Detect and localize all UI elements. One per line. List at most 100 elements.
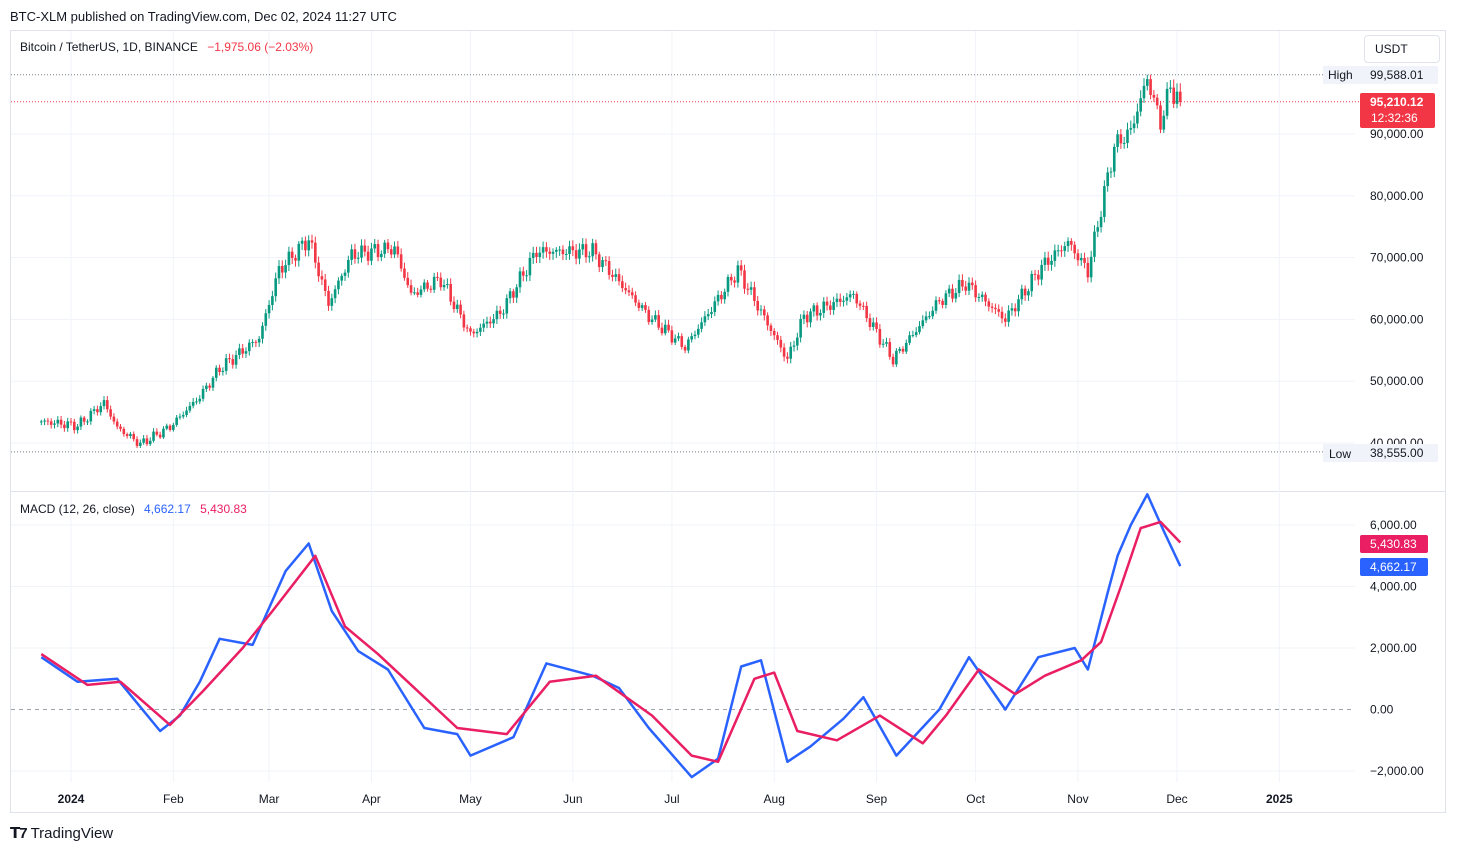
price-change: −1,975.06 (−2.03%) bbox=[207, 40, 314, 54]
candle-body bbox=[977, 297, 981, 299]
candle-body bbox=[271, 296, 274, 305]
macd-legend[interactable]: MACD (12, 26, close) 4,662.17 5,430.83 bbox=[20, 502, 253, 516]
candle-body bbox=[1093, 231, 1096, 257]
candle-body bbox=[1155, 97, 1159, 106]
candle-body bbox=[1152, 94, 1156, 98]
candle-body bbox=[125, 434, 129, 437]
macd-value-tag bbox=[1360, 558, 1428, 576]
candle-body bbox=[548, 251, 552, 254]
candle-body bbox=[1083, 257, 1086, 263]
macd-title: MACD (12, 26, close) bbox=[20, 502, 135, 516]
candle-body bbox=[188, 405, 192, 411]
candle-body bbox=[267, 304, 271, 314]
candle-body bbox=[333, 289, 337, 299]
candle-body bbox=[442, 284, 446, 288]
last-price-value: 95,210.12 bbox=[1370, 95, 1424, 109]
candle-body bbox=[888, 342, 892, 357]
candle-body bbox=[1179, 91, 1182, 102]
candle-body bbox=[720, 294, 723, 300]
candle-body bbox=[683, 346, 687, 351]
candle-body bbox=[766, 315, 769, 326]
candle-body bbox=[591, 243, 594, 257]
candle-body bbox=[69, 421, 73, 423]
candle-body bbox=[393, 246, 396, 255]
candle-body bbox=[763, 309, 766, 316]
candle-body bbox=[1020, 288, 1024, 300]
candle-body bbox=[581, 244, 585, 250]
candle-body bbox=[479, 327, 482, 332]
candle-body bbox=[505, 298, 509, 314]
candle-body bbox=[660, 327, 664, 334]
candle-body bbox=[254, 341, 258, 343]
candle-body bbox=[350, 249, 353, 260]
candle-body bbox=[439, 277, 443, 288]
candle-body bbox=[607, 261, 611, 275]
candle-body bbox=[551, 251, 555, 254]
candle-body bbox=[386, 242, 390, 250]
candle-body bbox=[924, 316, 928, 321]
candle-body bbox=[630, 292, 634, 296]
candle-body bbox=[502, 313, 505, 315]
candle-body bbox=[895, 350, 898, 365]
currency-button[interactable]: USDT bbox=[1364, 35, 1440, 63]
candle-body bbox=[792, 345, 796, 347]
candle-body bbox=[498, 310, 502, 314]
candle-body bbox=[1030, 273, 1034, 292]
candle-body bbox=[347, 259, 350, 273]
candle-body bbox=[604, 260, 608, 262]
candle-body bbox=[729, 276, 733, 281]
candle-body bbox=[488, 321, 492, 324]
candle-body bbox=[310, 240, 314, 243]
candle-body bbox=[726, 276, 730, 292]
candle-body bbox=[1122, 142, 1126, 144]
candle-body bbox=[274, 278, 277, 297]
candle-body bbox=[667, 324, 670, 331]
candle-body bbox=[994, 307, 997, 310]
candle-body bbox=[96, 409, 99, 413]
candle-body bbox=[284, 265, 287, 273]
signal-value-tag bbox=[1360, 535, 1428, 553]
candle-body bbox=[858, 303, 862, 306]
candle-body bbox=[832, 302, 835, 310]
time-axis-label: Oct bbox=[966, 792, 985, 806]
candle-body bbox=[449, 284, 452, 302]
candle-body bbox=[1172, 87, 1175, 104]
candle-body bbox=[1136, 111, 1139, 124]
candle-body bbox=[446, 284, 449, 286]
candle-body bbox=[782, 347, 786, 357]
candle-body bbox=[495, 310, 499, 320]
candle-body bbox=[588, 256, 591, 258]
candle-body bbox=[650, 319, 654, 323]
candle-body bbox=[693, 334, 697, 337]
time-axis-label: Sep bbox=[866, 792, 888, 806]
candle-body bbox=[944, 293, 948, 305]
macd-axis-label: 6,000.00 bbox=[1370, 518, 1417, 532]
candle-body bbox=[654, 315, 657, 320]
candle-body bbox=[86, 421, 89, 423]
candle-body bbox=[79, 417, 83, 427]
candle-body bbox=[739, 265, 743, 271]
price-axis-label: 60,000.00 bbox=[1370, 312, 1424, 326]
candle-body bbox=[290, 251, 294, 258]
candle-body bbox=[1162, 115, 1166, 130]
macd-axis-label: −2,000.00 bbox=[1370, 764, 1424, 778]
candle-body bbox=[525, 275, 528, 277]
candle-body bbox=[300, 240, 304, 244]
candle-body bbox=[568, 246, 571, 255]
candle-body bbox=[848, 294, 852, 298]
symbol-legend[interactable]: Bitcoin / TetherUS, 1D, BINANCE −1,975.0… bbox=[20, 40, 319, 54]
candle-body bbox=[307, 240, 311, 251]
candle-body bbox=[1053, 250, 1057, 261]
candle-body bbox=[1096, 227, 1100, 232]
candle-body bbox=[716, 294, 720, 302]
signal-line bbox=[40, 520, 1182, 764]
candle-body bbox=[472, 331, 476, 334]
chart-frame[interactable] bbox=[10, 30, 1446, 813]
candle-body bbox=[512, 291, 515, 298]
candle-body bbox=[205, 385, 208, 389]
candle-body bbox=[578, 249, 581, 259]
footer[interactable]: 𝗧7 TradingView bbox=[10, 824, 113, 843]
candle-body bbox=[304, 240, 307, 251]
candle-body bbox=[287, 251, 291, 266]
